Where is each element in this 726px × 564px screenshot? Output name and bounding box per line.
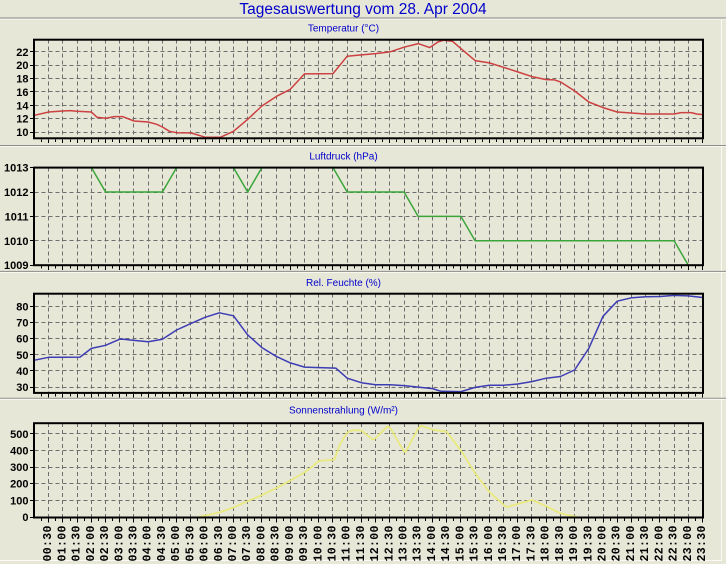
svg-text:06:30: 06:30 <box>213 525 226 561</box>
svg-text:23:00: 23:00 <box>682 525 695 561</box>
svg-text:06:00: 06:00 <box>199 525 212 561</box>
svg-text:12:30: 12:30 <box>383 525 396 561</box>
svg-text:03:30: 03:30 <box>128 525 141 561</box>
svg-text:22: 22 <box>16 47 28 59</box>
svg-text:22:00: 22:00 <box>653 525 666 561</box>
svg-text:1012: 1012 <box>4 187 28 199</box>
svg-text:Tagesauswertung vom 28. Apr 20: Tagesauswertung vom 28. Apr 2004 <box>239 1 487 18</box>
svg-text:15:00: 15:00 <box>454 525 467 561</box>
svg-text:Rel. Feuchte (%): Rel. Feuchte (%) <box>306 278 381 289</box>
svg-text:04:00: 04:00 <box>142 525 155 561</box>
svg-text:17:00: 17:00 <box>511 525 524 561</box>
svg-text:10:30: 10:30 <box>327 525 340 561</box>
svg-text:20:00: 20:00 <box>597 525 610 561</box>
svg-text:11:00: 11:00 <box>341 525 354 561</box>
svg-text:20:30: 20:30 <box>611 525 624 561</box>
svg-text:09:00: 09:00 <box>284 525 297 561</box>
svg-text:16:30: 16:30 <box>497 525 510 561</box>
svg-text:50: 50 <box>16 350 28 362</box>
svg-text:12: 12 <box>16 114 28 126</box>
svg-text:Sonnenstrahlung (W/m²): Sonnenstrahlung (W/m²) <box>289 406 398 417</box>
svg-text:20: 20 <box>16 60 28 72</box>
svg-text:Temperatur (°C): Temperatur (°C) <box>308 24 379 35</box>
svg-text:13:00: 13:00 <box>398 525 411 561</box>
svg-text:14:00: 14:00 <box>426 525 439 561</box>
svg-text:09:30: 09:30 <box>298 525 311 561</box>
svg-text:02:00: 02:00 <box>85 525 98 561</box>
svg-text:00:30: 00:30 <box>42 525 55 561</box>
svg-text:19:00: 19:00 <box>568 525 581 561</box>
svg-text:03:00: 03:00 <box>113 525 126 561</box>
svg-text:18:00: 18:00 <box>540 525 553 561</box>
svg-text:10: 10 <box>16 127 28 139</box>
svg-text:21:30: 21:30 <box>639 525 652 561</box>
svg-text:80: 80 <box>16 302 28 314</box>
svg-text:22:30: 22:30 <box>668 525 681 561</box>
svg-text:19:30: 19:30 <box>582 525 595 561</box>
svg-text:14: 14 <box>16 100 29 112</box>
svg-text:01:30: 01:30 <box>71 525 84 561</box>
svg-text:100: 100 <box>10 495 28 507</box>
svg-text:500: 500 <box>10 429 28 441</box>
svg-text:1013: 1013 <box>4 163 28 175</box>
svg-text:07:30: 07:30 <box>241 525 254 561</box>
svg-text:Luftdruck (hPa): Luftdruck (hPa) <box>309 152 377 163</box>
svg-text:1010: 1010 <box>4 236 28 248</box>
svg-text:05:30: 05:30 <box>184 525 197 561</box>
svg-text:300: 300 <box>10 462 28 474</box>
svg-text:16: 16 <box>16 87 28 99</box>
svg-text:18: 18 <box>16 74 28 86</box>
svg-text:70: 70 <box>16 318 28 330</box>
svg-text:02:30: 02:30 <box>99 525 112 561</box>
svg-text:07:00: 07:00 <box>227 525 240 561</box>
svg-text:08:00: 08:00 <box>255 525 268 561</box>
svg-text:13:30: 13:30 <box>412 525 425 561</box>
svg-text:40: 40 <box>16 366 28 378</box>
svg-text:1011: 1011 <box>5 211 29 223</box>
svg-text:1009: 1009 <box>4 260 28 272</box>
svg-text:11:30: 11:30 <box>355 525 368 561</box>
svg-text:18:30: 18:30 <box>554 525 567 561</box>
svg-text:60: 60 <box>16 334 28 346</box>
svg-text:0: 0 <box>22 512 28 524</box>
svg-text:200: 200 <box>10 479 28 491</box>
svg-text:17:30: 17:30 <box>525 525 538 561</box>
svg-text:30: 30 <box>16 382 28 394</box>
svg-text:01:00: 01:00 <box>56 525 69 561</box>
svg-text:15:30: 15:30 <box>469 525 482 561</box>
svg-text:21:00: 21:00 <box>625 525 638 561</box>
svg-text:400: 400 <box>10 446 28 458</box>
svg-text:16:00: 16:00 <box>483 525 496 561</box>
svg-text:04:30: 04:30 <box>156 525 169 561</box>
svg-text:08:30: 08:30 <box>270 525 283 561</box>
svg-text:05:00: 05:00 <box>170 525 183 561</box>
svg-text:23:30: 23:30 <box>696 525 709 561</box>
svg-text:10:00: 10:00 <box>312 525 325 561</box>
svg-text:14:30: 14:30 <box>440 525 453 561</box>
svg-text:12:00: 12:00 <box>369 525 382 561</box>
